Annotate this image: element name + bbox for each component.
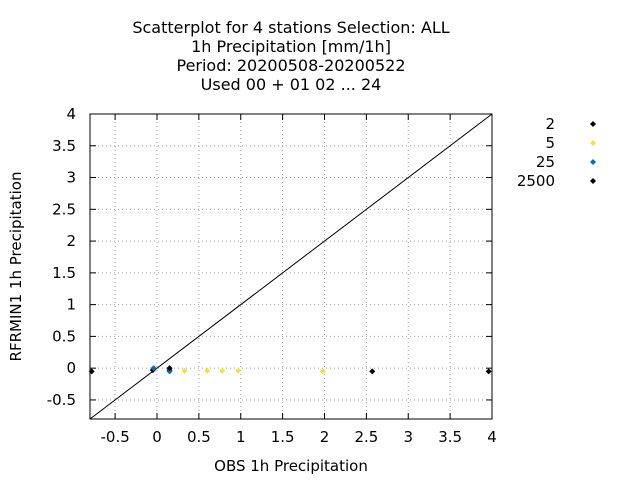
x-tick-label: 1.5 xyxy=(271,428,295,446)
y-tick-label: 0 xyxy=(66,359,76,377)
y-tick-label: -0.5 xyxy=(47,391,76,409)
y-tick-label: 0.5 xyxy=(52,327,76,345)
identity-line xyxy=(89,113,493,420)
legend-label: 5 xyxy=(545,134,555,152)
x-axis-title: OBS 1h Precipitation xyxy=(214,457,368,475)
title-line: 1h Precipitation [mm/1h] xyxy=(191,37,391,56)
data-point-series-25 xyxy=(150,365,157,372)
data-point-series-2500 xyxy=(166,365,173,372)
x-tick-label: 0 xyxy=(152,428,162,446)
data-points xyxy=(88,365,492,375)
data-point-series-5 xyxy=(204,367,211,374)
legend-label: 2 xyxy=(545,115,555,133)
y-tick-label: 2.5 xyxy=(52,200,76,218)
title-line: Used 00 + 01 02 ... 24 xyxy=(201,75,382,94)
title-line: Period: 20200508-20200522 xyxy=(176,56,405,75)
y-axis-title: RFRMIN1 1h Precipitation xyxy=(7,172,25,362)
data-point-series-25 xyxy=(166,368,173,375)
y-axis-ticks: -0.5 0 0.5 1 1.5 2 2.5 3 3.5 4 xyxy=(47,105,492,409)
x-tick-label: 3 xyxy=(403,428,413,446)
x-tick-label: 4 xyxy=(487,428,497,446)
legend-marker xyxy=(590,159,596,165)
legend-marker xyxy=(590,140,596,146)
y-tick-label: 3.5 xyxy=(52,137,76,155)
legend-label: 25 xyxy=(536,153,555,171)
y-tick-label: 1.5 xyxy=(52,264,76,282)
legend-marker xyxy=(590,178,596,184)
data-point-series-5 xyxy=(235,367,242,374)
x-tick-label: -0.5 xyxy=(100,428,129,446)
chart-title: Scatterplot for 4 stations Selection: AL… xyxy=(132,18,449,94)
y-tick-label: 1 xyxy=(66,296,76,314)
legend-marker xyxy=(590,121,596,127)
legend-label: 2500 xyxy=(517,172,555,190)
x-axis-ticks: -0.5 0 0.5 1 1.5 2 2.5 3 3.5 4 xyxy=(100,114,497,446)
data-point-series-2 xyxy=(485,368,492,375)
data-point-series-2 xyxy=(369,368,376,375)
data-point-series-5 xyxy=(319,368,326,375)
plot-frame xyxy=(89,113,493,420)
x-tick-label: 3.5 xyxy=(438,428,462,446)
data-point-series-5 xyxy=(219,367,226,374)
y-tick-label: 2 xyxy=(66,232,76,250)
y-tick-label: 4 xyxy=(66,105,76,123)
x-tick-label: 1 xyxy=(236,428,246,446)
data-point-series-5 xyxy=(181,367,188,374)
x-tick-label: 2.5 xyxy=(354,428,378,446)
x-tick-label: 0.5 xyxy=(187,428,211,446)
x-tick-label: 2 xyxy=(320,428,330,446)
y-tick-label: 3 xyxy=(66,169,76,187)
title-line: Scatterplot for 4 stations Selection: AL… xyxy=(132,18,449,37)
